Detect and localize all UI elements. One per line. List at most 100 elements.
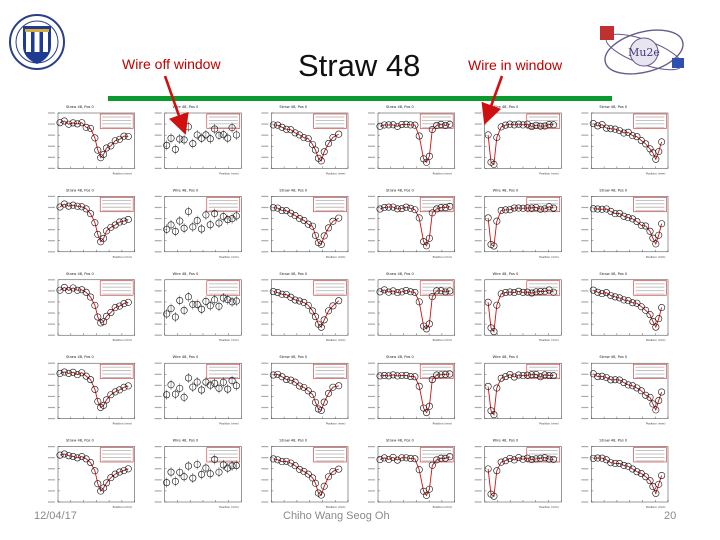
data-point bbox=[56, 451, 64, 459]
mini-plot: Straw 48, Pos 0 Position (mm) bbox=[48, 355, 135, 426]
data-point bbox=[100, 150, 108, 158]
data-point bbox=[329, 133, 337, 141]
data-point bbox=[304, 387, 312, 395]
plot-title: Straw 48, Pos 0 bbox=[279, 439, 308, 443]
mini-plot: Straw 48, Pos 0 Position (mm) bbox=[261, 272, 349, 342]
data-point bbox=[594, 122, 602, 130]
data-point bbox=[523, 204, 531, 212]
data-point bbox=[380, 286, 388, 294]
data-point bbox=[309, 140, 317, 148]
x-axis-label: Position (mm) bbox=[433, 255, 452, 259]
x-axis-label: Position (mm) bbox=[539, 338, 558, 342]
data-point bbox=[637, 221, 645, 229]
data-point bbox=[515, 287, 523, 295]
data-point bbox=[425, 402, 433, 410]
data-point bbox=[304, 301, 312, 309]
data-point bbox=[602, 205, 610, 213]
data-point bbox=[502, 288, 510, 296]
x-axis-label: Position (mm) bbox=[646, 505, 665, 509]
plot-title: Straw 48, Pos 0 bbox=[599, 355, 628, 359]
data-point bbox=[655, 148, 663, 156]
x-axis-label: Position (mm) bbox=[539, 505, 558, 509]
data-point bbox=[124, 132, 132, 140]
data-point bbox=[620, 129, 628, 137]
data-point bbox=[523, 120, 531, 128]
data-point bbox=[493, 133, 501, 141]
data-point bbox=[287, 209, 295, 217]
data-point bbox=[437, 371, 445, 379]
data-point bbox=[493, 384, 501, 392]
data-point bbox=[541, 122, 549, 130]
data-point bbox=[615, 459, 623, 467]
data-point bbox=[446, 287, 454, 295]
data-point bbox=[607, 459, 615, 467]
data-point bbox=[385, 372, 393, 380]
data-point bbox=[398, 454, 406, 462]
data-point bbox=[120, 217, 128, 225]
data-point bbox=[423, 409, 431, 417]
data-point bbox=[545, 121, 553, 129]
data-point bbox=[87, 210, 95, 218]
data-point bbox=[428, 209, 436, 217]
mini-plot: Straw 48, Pos 0 Position (mm) bbox=[581, 355, 669, 426]
data-point bbox=[393, 205, 401, 213]
data-point bbox=[124, 298, 132, 306]
data-point bbox=[274, 121, 282, 129]
data-point bbox=[69, 284, 77, 292]
data-point bbox=[441, 370, 449, 378]
x-axis-label: Position (mm) bbox=[646, 422, 665, 426]
fit-curve bbox=[59, 203, 129, 243]
data-point bbox=[411, 373, 419, 381]
data-point bbox=[124, 216, 132, 224]
data-point bbox=[78, 203, 86, 211]
stats-box bbox=[206, 447, 241, 463]
data-point bbox=[642, 140, 650, 148]
data-point bbox=[658, 304, 666, 312]
data-point bbox=[87, 459, 95, 467]
data-point bbox=[506, 206, 514, 214]
fit-curve bbox=[379, 205, 450, 247]
data-point bbox=[69, 452, 77, 460]
fit-curve bbox=[59, 371, 129, 409]
data-point bbox=[633, 468, 641, 476]
data-point bbox=[441, 121, 449, 129]
data-point bbox=[120, 383, 128, 391]
data-point bbox=[615, 127, 623, 135]
data-point bbox=[620, 461, 628, 469]
data-point bbox=[484, 298, 492, 306]
data-point bbox=[411, 455, 419, 463]
fit-curve bbox=[593, 208, 663, 246]
data-point bbox=[633, 133, 641, 141]
data-point bbox=[91, 219, 99, 227]
plot-title: Straw 48, Pos 0 bbox=[279, 105, 308, 109]
data-point bbox=[611, 210, 619, 218]
data-point bbox=[274, 370, 282, 378]
data-point bbox=[642, 473, 650, 481]
plot-title: Wire 48, Pos 0 bbox=[173, 105, 199, 109]
data-point bbox=[550, 455, 558, 463]
data-point bbox=[317, 240, 325, 248]
data-point bbox=[510, 289, 518, 297]
data-point bbox=[402, 371, 410, 379]
data-point bbox=[550, 288, 558, 296]
data-point bbox=[446, 370, 454, 378]
data-point bbox=[78, 453, 86, 461]
data-point bbox=[515, 204, 523, 212]
data-point bbox=[594, 288, 602, 296]
data-point bbox=[515, 371, 523, 379]
data-point bbox=[607, 125, 615, 133]
data-point bbox=[550, 372, 558, 380]
x-axis-label: Position (mm) bbox=[433, 171, 452, 175]
data-point bbox=[532, 121, 540, 129]
data-point bbox=[506, 454, 514, 462]
x-axis-label: Position (mm) bbox=[219, 338, 238, 342]
data-point bbox=[380, 454, 388, 462]
data-point bbox=[598, 290, 606, 298]
fit-curve bbox=[59, 286, 129, 324]
data-point bbox=[269, 204, 277, 212]
data-point bbox=[497, 123, 505, 131]
data-point bbox=[637, 303, 645, 311]
data-point bbox=[103, 227, 111, 235]
data-point bbox=[278, 458, 286, 466]
data-point bbox=[94, 397, 102, 405]
